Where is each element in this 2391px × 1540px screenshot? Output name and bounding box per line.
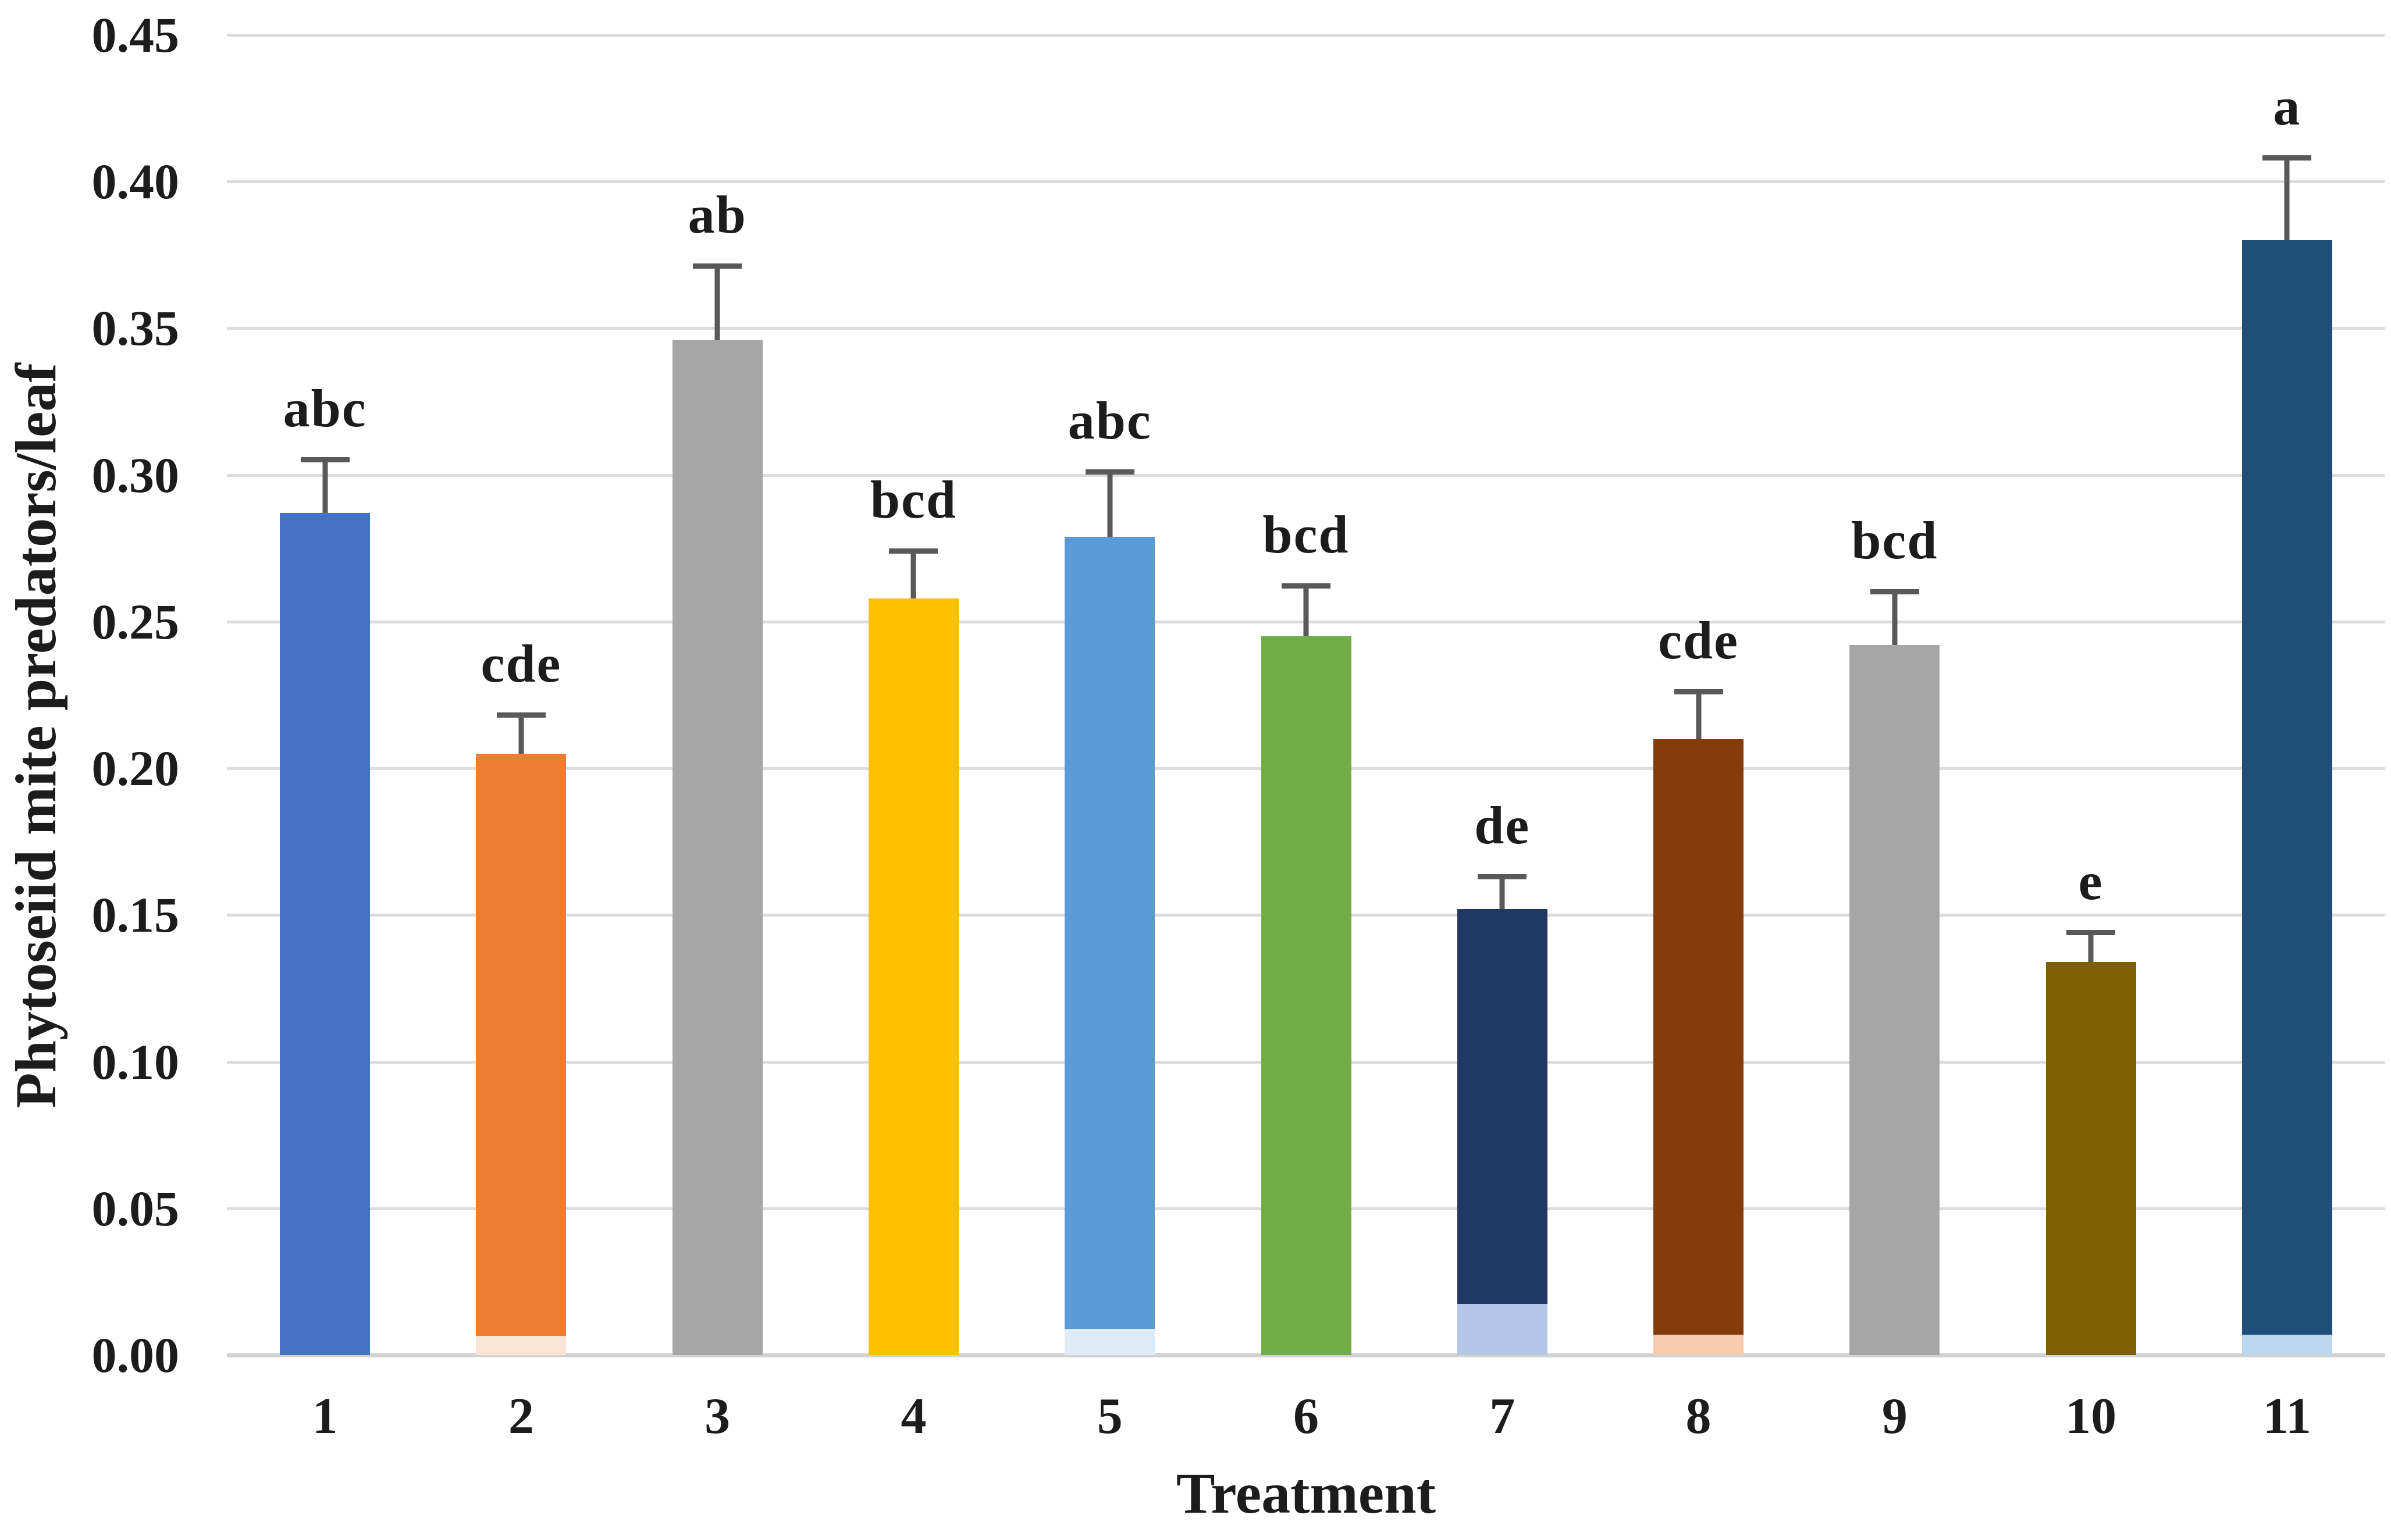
x-tick-label: 4 bbox=[901, 1388, 927, 1445]
error-bar-stem bbox=[1107, 469, 1113, 537]
y-tick-label: 0.35 bbox=[91, 300, 180, 357]
x-tick-label: 7 bbox=[1489, 1388, 1515, 1445]
gridline bbox=[227, 473, 2385, 477]
x-axis-line bbox=[227, 1353, 2385, 1357]
significance-label: bcd bbox=[1851, 511, 1938, 571]
significance-label: abc bbox=[283, 379, 367, 439]
error-bar-cap bbox=[889, 548, 938, 554]
y-tick-label: 0.40 bbox=[91, 154, 180, 210]
bar bbox=[476, 753, 567, 1336]
error-bar-stem bbox=[322, 457, 328, 514]
significance-label: abc bbox=[1068, 390, 1152, 450]
error-bar-stem bbox=[2088, 929, 2094, 962]
significance-label: de bbox=[1474, 795, 1531, 855]
bar bbox=[1457, 909, 1547, 1304]
bar-base-segment bbox=[1065, 1328, 1155, 1355]
gridline bbox=[227, 180, 2385, 184]
bar bbox=[672, 340, 763, 1355]
y-tick-label: 0.30 bbox=[91, 447, 180, 503]
error-bar-stem bbox=[1892, 589, 1898, 646]
bar-base-segment bbox=[1653, 1334, 1744, 1355]
bar bbox=[1065, 536, 1155, 1329]
x-tick-label: 8 bbox=[1685, 1388, 1712, 1445]
error-bar-cap bbox=[1674, 689, 1723, 694]
x-tick-label: 11 bbox=[2262, 1388, 2311, 1445]
significance-label: bcd bbox=[870, 469, 958, 529]
error-bar-cap bbox=[1085, 469, 1134, 475]
y-tick-label: 0.05 bbox=[91, 1180, 180, 1236]
x-tick-label: 1 bbox=[312, 1388, 338, 1445]
significance-label: cde bbox=[1658, 610, 1739, 670]
error-bar-cap bbox=[496, 712, 546, 718]
y-tick-label: 0.00 bbox=[91, 1327, 180, 1383]
x-tick-label: 2 bbox=[508, 1388, 534, 1445]
error-bar-cap bbox=[1478, 874, 1527, 879]
y-tick-label: 0.15 bbox=[91, 887, 180, 943]
x-tick-label: 10 bbox=[2065, 1388, 2117, 1445]
bar bbox=[1653, 739, 1744, 1335]
y-tick-label: 0.10 bbox=[91, 1033, 180, 1090]
bar-base-segment bbox=[2241, 1334, 2332, 1355]
significance-label: ab bbox=[688, 185, 747, 245]
bar bbox=[1849, 645, 1940, 1355]
error-bar-stem bbox=[714, 263, 720, 340]
bar-base-segment bbox=[476, 1336, 567, 1355]
bar-base-segment bbox=[1457, 1303, 1547, 1355]
error-bar-stem bbox=[2284, 155, 2290, 241]
y-tick-label: 0.25 bbox=[91, 593, 180, 650]
y-tick-label: 0.45 bbox=[91, 7, 180, 63]
error-bar-stem bbox=[1303, 583, 1309, 637]
x-tick-label: 6 bbox=[1293, 1388, 1319, 1445]
bar bbox=[2045, 962, 2136, 1355]
x-axis-title: Treatment bbox=[1176, 1461, 1436, 1525]
significance-label: e bbox=[2078, 851, 2104, 911]
y-tick-label: 0.20 bbox=[91, 740, 180, 797]
error-bar-stem bbox=[1696, 689, 1702, 739]
significance-label: bcd bbox=[1262, 505, 1350, 565]
error-bar-cap bbox=[1870, 589, 1919, 595]
error-bar-cap bbox=[693, 263, 742, 269]
bar bbox=[1261, 636, 1351, 1355]
error-bar-cap bbox=[2066, 929, 2116, 935]
significance-label: cde bbox=[481, 634, 562, 694]
x-tick-label: 3 bbox=[705, 1388, 731, 1445]
bar bbox=[280, 513, 371, 1355]
bar bbox=[2241, 240, 2332, 1335]
x-tick-label: 5 bbox=[1097, 1388, 1123, 1445]
error-bar-stem bbox=[910, 548, 916, 598]
gridline bbox=[227, 34, 2385, 37]
error-bar-cap bbox=[2262, 155, 2312, 161]
error-bar-cap bbox=[1282, 583, 1330, 589]
x-tick-label: 9 bbox=[1881, 1388, 1908, 1445]
significance-label: a bbox=[2273, 76, 2301, 136]
bar bbox=[868, 598, 959, 1355]
error-bar-stem bbox=[1499, 874, 1505, 910]
error-bar-cap bbox=[300, 457, 350, 463]
gridline bbox=[227, 327, 2385, 330]
error-bar-stem bbox=[518, 712, 524, 754]
